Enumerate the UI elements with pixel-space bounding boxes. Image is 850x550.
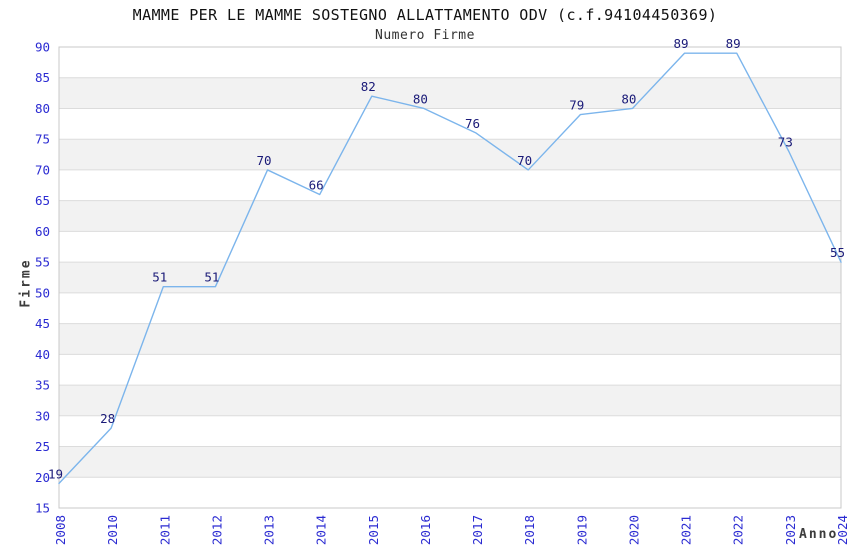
grid-band <box>59 200 841 232</box>
data-point-label: 70 <box>256 153 271 168</box>
x-tick-label: 2016 <box>418 515 433 545</box>
grid-band <box>59 446 841 478</box>
x-tick-label: 2008 <box>53 515 68 545</box>
x-tick-label: 2024 <box>835 515 850 545</box>
data-point-label: 55 <box>830 245 845 260</box>
y-tick-label: 20 <box>35 470 50 485</box>
grid-band <box>59 139 841 170</box>
x-tick-label: 2014 <box>314 515 329 545</box>
series-line <box>58 52 842 485</box>
x-tick-label: 2010 <box>105 515 120 545</box>
data-point-label: 79 <box>569 98 584 113</box>
x-tick-label: 2023 <box>783 515 798 545</box>
y-tick-label: 90 <box>35 40 50 55</box>
grid-band <box>59 323 841 355</box>
x-tick-label: 2020 <box>626 515 641 545</box>
y-tick-label: 60 <box>35 224 50 239</box>
data-point-label: 51 <box>152 270 167 285</box>
chart-subtitle: Numero Firme <box>375 28 475 43</box>
y-tick-label: 65 <box>35 193 50 208</box>
x-tick-label: 2015 <box>366 515 381 545</box>
data-point-label: 19 <box>48 466 63 481</box>
x-tick-label: 2011 <box>157 515 172 545</box>
x-tick-label: 2013 <box>262 515 277 545</box>
data-point-label: 89 <box>726 36 741 51</box>
x-tick-label: 2012 <box>209 515 224 545</box>
data-point-label: 80 <box>413 91 428 106</box>
y-tick-label: 50 <box>35 285 50 300</box>
y-tick-label: 30 <box>35 408 50 423</box>
data-point-label: 89 <box>674 36 689 51</box>
data-point-label: 70 <box>517 153 532 168</box>
data-point-label: 80 <box>621 91 636 106</box>
x-tick-label: 2017 <box>470 515 485 545</box>
grid-band <box>59 262 841 293</box>
data-point-label: 28 <box>100 411 115 426</box>
y-tick-label: 35 <box>35 378 50 393</box>
y-tick-label: 85 <box>35 70 50 85</box>
y-tick-label: 45 <box>35 316 50 331</box>
y-tick-label: 80 <box>35 101 50 116</box>
x-axis-title: Anno <box>799 527 839 542</box>
y-tick-label: 40 <box>35 347 50 362</box>
y-tick-label: 70 <box>35 162 50 177</box>
data-point-label: 73 <box>778 134 793 149</box>
plot-border <box>58 46 842 509</box>
x-tick-label: 2018 <box>522 515 537 545</box>
grid-band <box>59 385 841 416</box>
y-tick-label: 75 <box>35 132 50 147</box>
chart-title: MAMME PER LE MAMME SOSTEGNO ALLATTAMENTO… <box>132 6 718 24</box>
y-tick-label: 25 <box>35 439 50 454</box>
x-tick-label: 2022 <box>731 515 746 545</box>
data-point-label: 51 <box>204 270 219 285</box>
y-tick-label: 55 <box>35 255 50 270</box>
x-tick-label: 2019 <box>574 515 589 545</box>
data-point-label: 66 <box>309 178 324 193</box>
y-tick-label: 15 <box>35 501 50 516</box>
data-point-label: 82 <box>361 79 376 94</box>
grid-band <box>59 77 841 109</box>
data-point-label: 76 <box>465 116 480 131</box>
x-tick-label: 2021 <box>679 515 694 545</box>
